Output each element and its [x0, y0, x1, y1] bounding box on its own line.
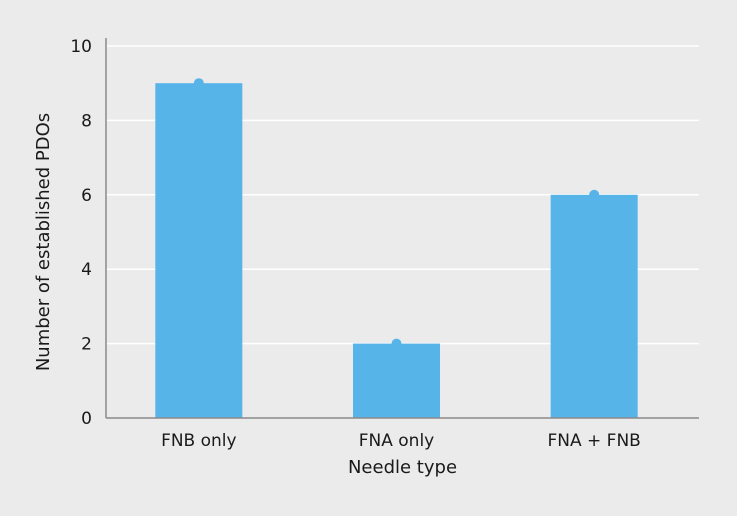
y-tick-label: 4 [81, 260, 92, 280]
tick-labels: 0 2 4 6 8 10 FNB only FNA only FNA + FNB [70, 37, 640, 451]
y-tick-label: 6 [81, 186, 92, 206]
bar-fnb-only [155, 83, 243, 418]
bar-value-marker [589, 189, 600, 200]
x-tick-label: FNA only [359, 431, 435, 451]
bar-fna-fnb [550, 194, 638, 418]
y-tick-label: 10 [70, 37, 92, 57]
y-tick-label: 0 [81, 409, 92, 429]
y-tick-label: 8 [81, 111, 92, 131]
axes [105, 38, 699, 419]
bar-value-marker [391, 338, 402, 349]
x-tick-label: FNB only [161, 431, 237, 451]
y-tick-label: 2 [81, 335, 92, 355]
bar-fna-only [353, 343, 440, 418]
x-axis-title: Needle type [348, 457, 457, 478]
bar-value-marker [193, 78, 204, 89]
bars [155, 78, 638, 418]
x-tick-label: FNA + FNB [547, 431, 640, 451]
y-axis-title: Number of established PDOs [33, 113, 54, 371]
